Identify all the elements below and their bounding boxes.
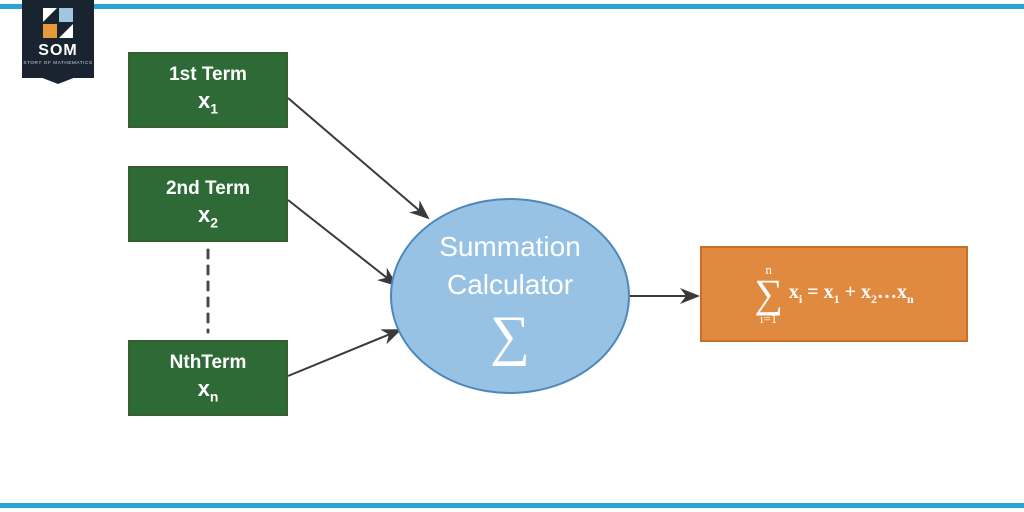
ellipse-line1: Summation	[439, 228, 581, 266]
term-variable: xn	[198, 376, 219, 404]
input-term-box-1: 1st Termx1	[128, 52, 288, 128]
sigma-with-limits: n ∑ i=1	[754, 263, 783, 325]
term-variable: x2	[198, 202, 218, 230]
logo-icon-tr	[59, 8, 73, 22]
sigma-lower-limit: i=1	[760, 312, 777, 325]
logo-badge: SOM STORY OF MATHEMATICS	[22, 0, 94, 90]
output-formula-box: n ∑ i=1 xi = x1 + x2…xn	[700, 246, 968, 342]
top-accent-bar	[0, 4, 1024, 9]
sigma-icon: ∑	[490, 308, 530, 364]
summation-calculator-node: Summation Calculator ∑	[390, 198, 630, 394]
input-term-box-2: 2nd Termx2	[128, 166, 288, 242]
term-title: 2nd Term	[166, 178, 250, 200]
logo-icon-bl	[43, 24, 57, 38]
ellipse-line2: Calculator	[447, 266, 573, 304]
logo-icon-tl	[43, 8, 57, 22]
arrow-1	[288, 98, 428, 218]
bottom-accent-bar	[0, 503, 1024, 508]
term-variable: x1	[198, 88, 218, 116]
logo-text: SOM	[22, 42, 94, 60]
formula-expression: xi = x1 + x2…xn	[789, 281, 914, 307]
arrow-2	[288, 200, 396, 285]
arrow-3	[288, 330, 400, 376]
input-term-box-3: NthTermxn	[128, 340, 288, 416]
logo-banner-notch	[22, 70, 94, 84]
logo-banner: SOM STORY OF MATHEMATICS	[22, 0, 94, 78]
sigma-symbol: ∑	[754, 276, 783, 312]
logo-icon-br	[59, 24, 73, 38]
logo-icon	[43, 8, 73, 38]
summation-formula: n ∑ i=1 xi = x1 + x2…xn	[754, 263, 913, 325]
term-title: 1st Term	[169, 64, 247, 86]
logo-subtext: STORY OF MATHEMATICS	[22, 60, 94, 65]
term-title: NthTerm	[170, 352, 247, 374]
